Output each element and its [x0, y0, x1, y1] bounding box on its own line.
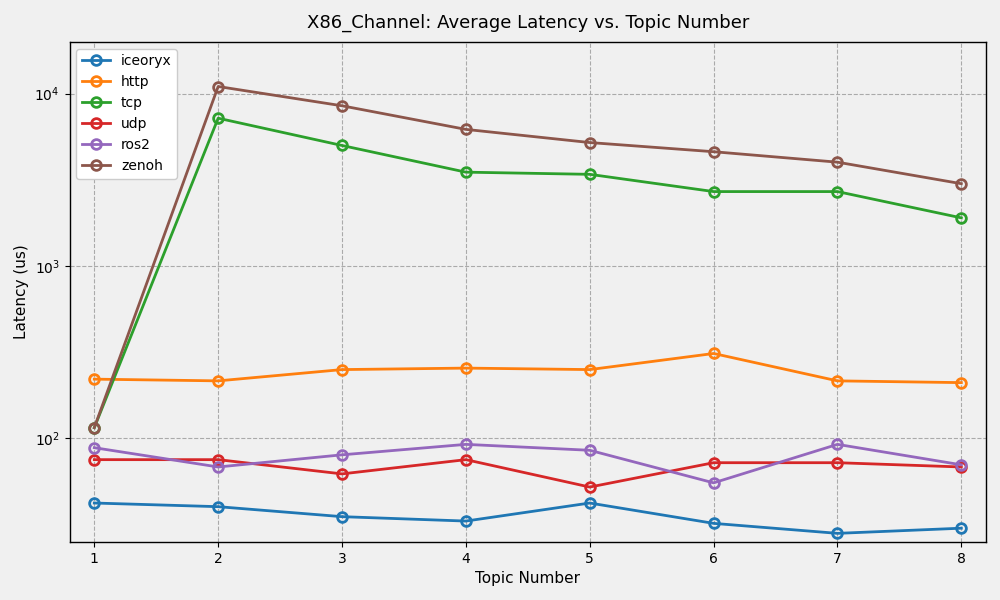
- http: [212, 377, 224, 385]
- http: [708, 350, 720, 357]
- X-axis label: Topic Number: Topic Number: [475, 571, 580, 586]
- Title: X86_Channel: Average Latency vs. Topic Number: X86_Channel: Average Latency vs. Topic N…: [307, 14, 749, 32]
- zenoh: [831, 158, 843, 166]
- http: [460, 365, 472, 372]
- Line: iceoryx: iceoryx: [89, 498, 966, 538]
- ros2: [460, 441, 472, 448]
- udp: [460, 456, 472, 463]
- http: [584, 366, 596, 373]
- http: [831, 377, 843, 385]
- tcp: [212, 115, 224, 122]
- zenoh: [88, 424, 100, 431]
- udp: [212, 456, 224, 463]
- http: [336, 366, 348, 373]
- iceoryx: [212, 503, 224, 510]
- udp: [708, 459, 720, 466]
- ros2: [708, 479, 720, 487]
- udp: [831, 459, 843, 466]
- iceoryx: [88, 499, 100, 506]
- iceoryx: [955, 524, 967, 532]
- tcp: [584, 171, 596, 178]
- ros2: [88, 444, 100, 451]
- tcp: [88, 424, 100, 431]
- ros2: [584, 446, 596, 454]
- udp: [336, 470, 348, 478]
- zenoh: [584, 139, 596, 146]
- zenoh: [460, 126, 472, 133]
- udp: [584, 484, 596, 491]
- http: [88, 376, 100, 383]
- iceoryx: [831, 530, 843, 537]
- zenoh: [212, 83, 224, 90]
- udp: [88, 456, 100, 463]
- http: [955, 379, 967, 386]
- iceoryx: [708, 520, 720, 527]
- ros2: [831, 441, 843, 448]
- ros2: [212, 463, 224, 470]
- iceoryx: [336, 513, 348, 520]
- ros2: [955, 461, 967, 469]
- tcp: [336, 142, 348, 149]
- zenoh: [336, 102, 348, 109]
- tcp: [708, 188, 720, 195]
- zenoh: [955, 180, 967, 187]
- Legend: iceoryx, http, tcp, udp, ros2, zenoh: iceoryx, http, tcp, udp, ros2, zenoh: [76, 49, 177, 179]
- Line: http: http: [89, 349, 966, 388]
- Y-axis label: Latency (us): Latency (us): [14, 244, 29, 339]
- Line: ros2: ros2: [89, 440, 966, 488]
- iceoryx: [460, 517, 472, 524]
- udp: [955, 463, 967, 470]
- tcp: [831, 188, 843, 195]
- zenoh: [708, 148, 720, 155]
- tcp: [460, 169, 472, 176]
- tcp: [955, 214, 967, 221]
- Line: zenoh: zenoh: [89, 82, 966, 433]
- Line: tcp: tcp: [89, 113, 966, 433]
- Line: udp: udp: [89, 455, 966, 492]
- ros2: [336, 451, 348, 458]
- iceoryx: [584, 499, 596, 506]
